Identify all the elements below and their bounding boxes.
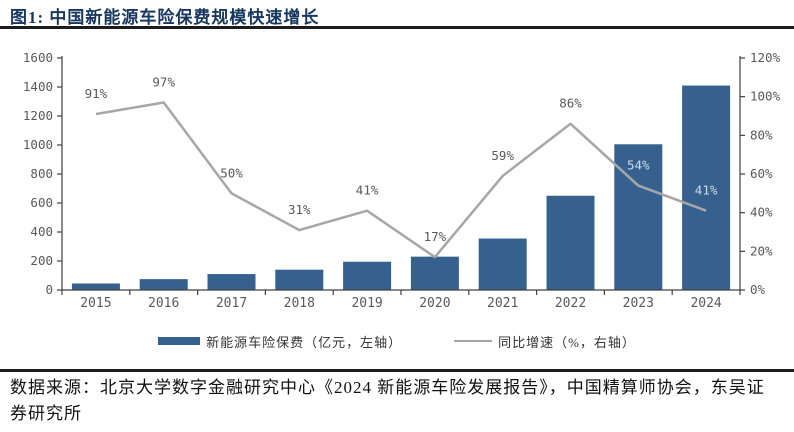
left-axis-tick-label: 1600 <box>23 50 53 65</box>
legend-label-premium: 新能源车险保费（亿元，左轴） <box>206 334 403 350</box>
left-axis-tick-label: 200 <box>30 253 53 268</box>
x-axis-label: 2023 <box>623 296 654 311</box>
bar-2021 <box>478 238 527 290</box>
growth-point-label: 17% <box>424 229 447 244</box>
footer-divider <box>0 369 794 372</box>
bar-2019 <box>343 261 392 290</box>
growth-point-label: 41% <box>695 183 718 198</box>
bar-2016 <box>139 279 188 290</box>
growth-point-label: 86% <box>559 96 582 111</box>
right-axis-tick-label: 80% <box>750 127 773 142</box>
growth-point-label: 31% <box>288 202 311 217</box>
x-axis-label: 2020 <box>419 296 450 311</box>
title-divider <box>0 26 794 29</box>
chart-legend: 新能源车险保费（亿元，左轴） 同比增速（%，右轴） <box>0 331 794 351</box>
growth-point-label: 41% <box>356 183 379 198</box>
x-axis-label: 2016 <box>148 296 179 311</box>
data-source: 数据来源：北京大学数字金融研究中心《2024 新能源车险发展报告》，中国精算师协… <box>10 378 765 423</box>
right-axis-tick-label: 20% <box>750 243 773 258</box>
x-axis-label: 2021 <box>487 296 518 311</box>
bar-2017 <box>207 274 256 290</box>
x-axis-label: 2015 <box>80 296 111 311</box>
left-axis-tick-label: 1400 <box>23 79 53 94</box>
x-axis-label: 2017 <box>216 296 247 311</box>
left-axis-tick-label: 400 <box>30 224 53 239</box>
growth-line <box>95 101 707 259</box>
right-axis-tick-label: 100% <box>750 89 781 104</box>
bar-2020 <box>410 256 459 290</box>
right-axis-tick-label: 0% <box>750 282 766 297</box>
right-axis-tick-label: 40% <box>750 205 773 220</box>
bar-2015 <box>71 283 120 290</box>
bar-2024 <box>682 85 731 290</box>
bar-series-swatch-icon <box>158 337 201 345</box>
bar-2023 <box>614 144 663 290</box>
combo-chart: 0 200 400 600 800 1000 1200 1400 1600 0% 20% 40% 60%… <box>23 50 781 311</box>
right-axis-tick-label: 120% <box>750 50 781 65</box>
right-axis-tick-label: 60% <box>750 166 773 181</box>
growth-point-label: 59% <box>491 148 514 163</box>
legend-item-growth: 同比增速（%，右轴） <box>454 332 636 351</box>
legend-item-premium: 新能源车险保费（亿元，左轴） <box>158 332 402 351</box>
bar-2022 <box>546 195 595 290</box>
growth-point-label: 50% <box>220 165 243 180</box>
line-series-swatch-icon <box>454 340 493 342</box>
left-axis-tick-label: 600 <box>30 195 53 210</box>
growth-point-label: 54% <box>627 158 650 173</box>
x-axis-label: 2018 <box>284 296 315 311</box>
left-axis-tick-label: 800 <box>30 166 53 181</box>
left-axis-tick-label: 0 <box>45 282 53 297</box>
x-axis-label: 2019 <box>351 296 382 311</box>
legend-label-growth: 同比增速（%，右轴） <box>498 334 636 350</box>
figure-title: 图1: 中国新能源车险保费规模快速增长 <box>10 8 320 27</box>
x-axis-label: 2024 <box>690 296 721 311</box>
bar-2018 <box>275 269 324 290</box>
x-axis-label: 2022 <box>555 296 586 311</box>
growth-point-label: 97% <box>152 74 175 89</box>
left-axis-tick-label: 1000 <box>23 137 53 152</box>
growth-point-label: 91% <box>85 86 108 101</box>
left-axis-tick-label: 1200 <box>23 108 53 123</box>
